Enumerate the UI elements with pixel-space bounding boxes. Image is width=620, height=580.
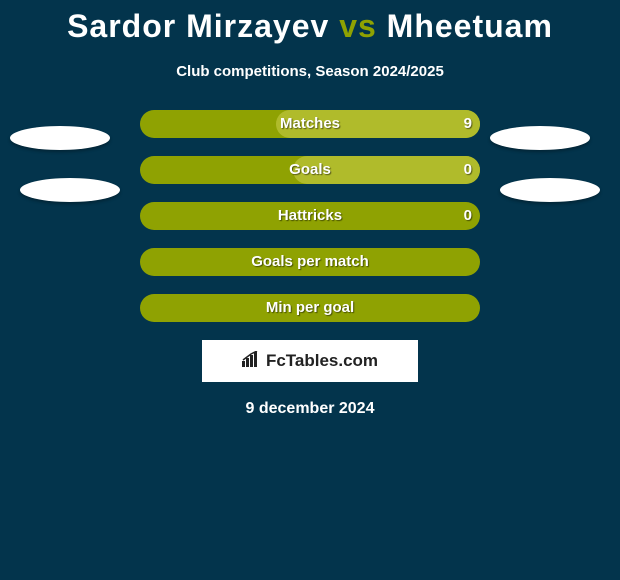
stat-label: Matches — [140, 110, 480, 138]
stat-row: Min per goal — [0, 294, 620, 322]
stat-value-b: 9 — [464, 110, 472, 138]
stat-label: Hattricks — [140, 202, 480, 230]
avatar-placeholder — [10, 126, 110, 150]
avatar-placeholder — [500, 178, 600, 202]
page-title: Sardor Mirzayev vs Mheetuam — [0, 0, 620, 45]
stat-row: Goals per match — [0, 248, 620, 276]
chart-icon — [242, 351, 262, 372]
stat-label: Min per goal — [140, 294, 480, 322]
player-b-name: Mheetuam — [387, 8, 553, 44]
avatar-placeholder — [20, 178, 120, 202]
avatar-placeholder — [490, 126, 590, 150]
footer-date: 9 december 2024 — [0, 400, 620, 418]
stat-value-b: 0 — [464, 156, 472, 184]
player-a-name: Sardor Mirzayev — [67, 8, 329, 44]
stat-label: Goals — [140, 156, 480, 184]
vs-label: vs — [339, 8, 377, 44]
stat-label: Goals per match — [140, 248, 480, 276]
brand-label: FcTables.com — [266, 351, 378, 371]
stat-row: Hattricks0 — [0, 202, 620, 230]
brand-box: FcTables.com — [202, 340, 418, 382]
stat-value-b: 0 — [464, 202, 472, 230]
subtitle: Club competitions, Season 2024/2025 — [0, 63, 620, 80]
